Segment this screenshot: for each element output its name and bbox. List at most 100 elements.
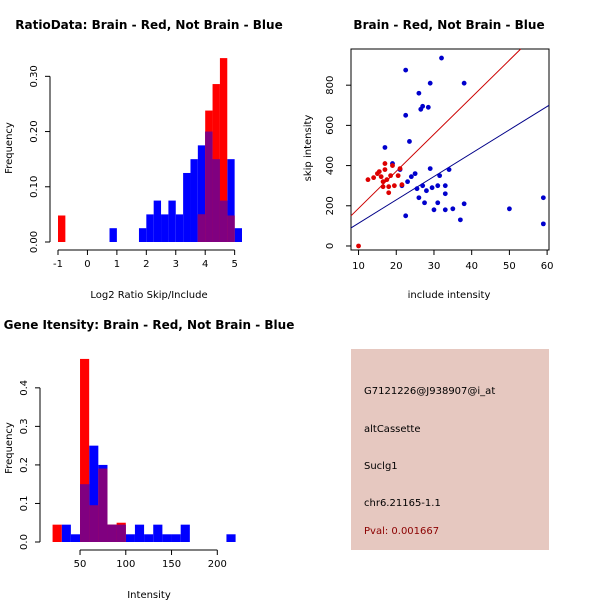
intensity-histogram-bar-not-brain — [153, 524, 163, 542]
scatter-x-tick-label: 60 — [541, 261, 554, 272]
intensity-histogram-bar-brain — [80, 358, 90, 542]
ratio-histogram-x-tick-label: 0 — [84, 259, 90, 270]
event-type: altCassette — [364, 424, 421, 435]
ratio-histogram-bar-not-brain — [190, 159, 198, 242]
brain-point — [382, 161, 388, 166]
ratio-histogram-bar-not-brain — [234, 228, 242, 242]
intensity-histogram-y-tick-label: 0.4 — [19, 380, 30, 396]
intensity-histogram-ylabel: Frequency — [4, 422, 15, 474]
scatter-x-tick-label: 50 — [503, 261, 516, 272]
brain-point — [388, 173, 393, 179]
not-brain-point — [442, 207, 448, 213]
not-brain-point — [442, 191, 448, 197]
intensity-histogram-y-tick-label: 0.3 — [19, 418, 30, 434]
brain-point — [371, 175, 377, 181]
ratio-histogram-panel: RatioData: Brain - Red, Not Brain - Blue… — [4, 18, 283, 301]
intensity-histogram-y-tick-label: 0.2 — [19, 457, 30, 473]
not-brain-point — [416, 90, 422, 96]
intensity-histogram-x-tick-label: 100 — [116, 559, 135, 570]
ratio-histogram-y-tick-label: 0.20 — [29, 120, 40, 142]
not-brain-point — [540, 221, 546, 227]
not-brain-point — [407, 139, 412, 144]
ratio-histogram-ylabel: Frequency — [4, 122, 15, 174]
scatter-y-tick-label: 0 — [325, 243, 336, 249]
intensity-histogram-y-tick-label: 0.0 — [19, 534, 30, 550]
not-brain-point — [408, 174, 414, 180]
scatter-y-tick-label: 800 — [325, 76, 336, 95]
ratio-histogram-bars — [58, 58, 242, 243]
not-brain-point — [507, 206, 512, 212]
brain-point — [376, 169, 382, 175]
intensity-histogram-xlabel: Intensity — [127, 590, 171, 600]
ratio-histogram-bar-overlap — [205, 131, 213, 242]
intensity-histogram-y-tick-label: 0.1 — [19, 496, 30, 512]
ratio-histogram-y-tick-label: 0.30 — [29, 65, 40, 87]
not-brain-point — [435, 200, 441, 206]
ratio-histogram-title: RatioData: Brain - Red, Not Brain - Blue — [15, 18, 282, 32]
ratio-histogram-bar-not-brain — [138, 228, 147, 242]
ratio-histogram-bar-not-brain — [183, 172, 191, 242]
intensity-histogram-bar-overlap — [89, 505, 99, 542]
not-brain-point — [412, 171, 418, 177]
ratio-histogram-bar-not-brain — [153, 200, 162, 242]
scatter-panel: Brain - Red, Not Brain - Blue include in… — [303, 18, 553, 301]
scatter-y-tick-label: 600 — [325, 116, 336, 135]
ratio-histogram-bar-overlap — [212, 159, 220, 242]
scatter-y-tick-label: 200 — [325, 196, 336, 215]
intensity-histogram-axes: 50 100 150 200 0.0 0.1 0.2 0.3 0.4 — [19, 380, 227, 570]
not-brain-point — [431, 207, 437, 213]
ratio-histogram-x-tick-label: 3 — [173, 259, 179, 270]
ratio-histogram-bar-not-brain — [197, 145, 206, 242]
not-brain-point — [424, 188, 429, 194]
ratio-histogram-bar-brain — [58, 215, 66, 242]
ratio-histogram-x-tick-label: -1 — [53, 259, 63, 270]
intensity-histogram-bar-not-brain — [61, 524, 71, 542]
ratio-histogram-x-tick-label: 5 — [231, 259, 237, 270]
ratio-histogram-axes: -1 0 1 2 3 4 5 0.00 0.10 0.20 0.30 — [29, 65, 238, 270]
ratio-histogram-bar-overlap — [227, 215, 235, 242]
scatter-x-tick-label: 40 — [465, 261, 478, 272]
brain-point — [380, 179, 386, 185]
not-brain-point — [427, 166, 433, 171]
ratio-histogram-x-tick-label: 2 — [143, 259, 149, 270]
intensity-histogram-bars — [52, 358, 236, 542]
ratio-histogram-bar-not-brain — [146, 214, 154, 242]
intensity-histogram-panel: Gene Itensity: Brain - Red, Not Brain - … — [4, 318, 295, 600]
brain-point — [356, 243, 361, 249]
intensity-histogram-bar-not-brain — [70, 534, 81, 542]
ratio-histogram-y-tick-label: 0.10 — [29, 176, 40, 198]
info-panel: G7121226@J938907@i_at altCassette Suclg1… — [351, 349, 549, 550]
brain-point — [395, 173, 401, 179]
brain-point — [391, 183, 397, 189]
ratio-histogram-bar-not-brain — [109, 228, 117, 242]
intensity-histogram-bar-overlap — [116, 524, 126, 542]
intensity-histogram-bar-not-brain — [171, 534, 181, 542]
scatter-fit-lines — [350, 48, 550, 229]
brain-point — [397, 166, 403, 171]
scatter-title: Brain - Red, Not Brain - Blue — [353, 18, 544, 32]
ratio-histogram-bar-brain — [219, 58, 228, 242]
brain-point — [382, 167, 388, 173]
ratio-histogram-bar-overlap — [219, 200, 228, 242]
intensity-histogram-bar-overlap — [98, 468, 108, 542]
probe-id: G7121226@J938907@i_at — [364, 386, 496, 397]
intensity-histogram-x-tick-label: 150 — [162, 559, 181, 570]
gene-name: Suclg1 — [364, 461, 398, 472]
ratio-histogram-x-tick-label: 1 — [114, 259, 120, 270]
ratio-histogram-y-tick-label: 0.00 — [29, 231, 40, 253]
brain-point — [399, 182, 405, 188]
brain-point — [386, 184, 392, 190]
ratio-histogram-xlabel: Log2 Ratio Skip/Include — [90, 290, 207, 301]
scatter-plot-box — [350, 48, 550, 251]
brain-fit-line — [350, 48, 522, 217]
brain-point — [378, 174, 384, 180]
intensity-histogram-bar-not-brain — [125, 534, 135, 542]
intensity-histogram-bar-brain — [52, 524, 62, 542]
not-brain-point — [429, 185, 435, 191]
intensity-histogram-x-tick-label: 200 — [208, 559, 227, 570]
p-value: Pval: 0.001667 — [364, 526, 440, 537]
not-brain-point — [442, 183, 448, 189]
not-brain-point — [403, 112, 409, 118]
